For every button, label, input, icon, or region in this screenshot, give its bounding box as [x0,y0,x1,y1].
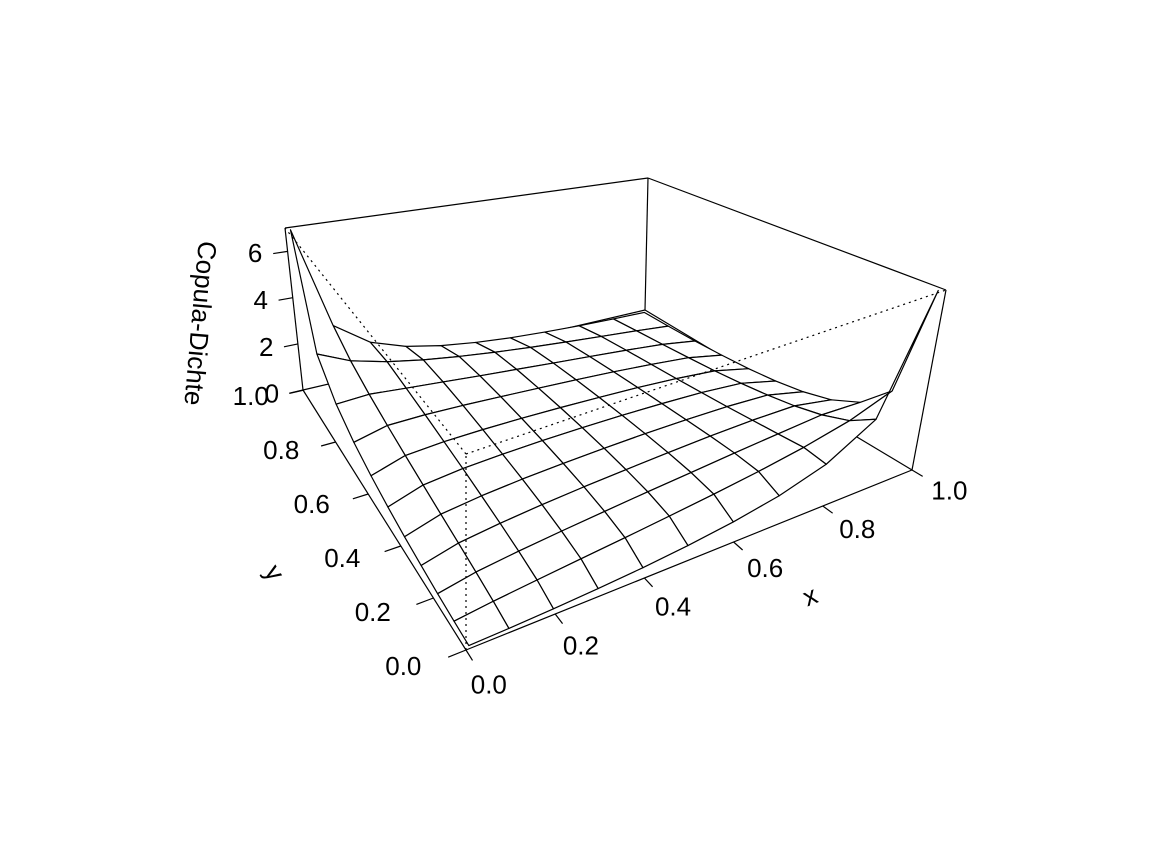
z-tick-label: 0 [265,379,279,409]
box-edge [284,227,304,391]
x-tick-mark [643,577,654,588]
x-tick-label: 0.8 [839,514,875,544]
box-edge-hidden [465,289,947,455]
y-tick-label: 0.6 [294,489,330,519]
box-edge [647,177,947,291]
y-tick-label: 1.0 [233,381,269,411]
x-tick-label: 0.2 [563,630,599,660]
box-edge [284,177,649,229]
x-tick-label: 1.0 [931,475,967,505]
box-edge [302,389,467,651]
y-tick-label: 0.0 [385,651,421,681]
x-tick-mark [465,649,474,661]
y-tick-mark [416,597,434,605]
y-tick-mark [352,493,369,500]
z-tick-mark [278,297,293,301]
z-tick-label: 2 [259,332,273,362]
y-tick-mark [320,441,336,447]
z-tick-mark [283,343,299,348]
y-tick-mark [384,545,401,553]
y-tick-label: 0.8 [263,435,299,465]
z-tick-mark [273,250,288,255]
x-tick-mark [554,613,564,624]
box-edge [644,177,649,311]
x-tick-mark [733,541,744,551]
z-tick-label: 6 [248,238,262,268]
x-tick-label: 0.0 [471,669,507,699]
x-tick-label: 0.6 [747,553,783,583]
y-tick-mark [447,649,467,658]
x-tick-mark [911,469,923,477]
box-edge-hidden [284,227,467,455]
x-tick-label: 0.4 [655,592,691,622]
box-edge [465,469,913,651]
box-edge [911,289,947,471]
z-tick-mark [289,389,304,395]
y-tick-label: 0.2 [355,597,391,627]
y-tick-label: 0.4 [324,543,360,573]
x-tick-mark [822,505,834,514]
surface-facet [453,600,510,647]
z-tick-label: 4 [253,285,267,315]
